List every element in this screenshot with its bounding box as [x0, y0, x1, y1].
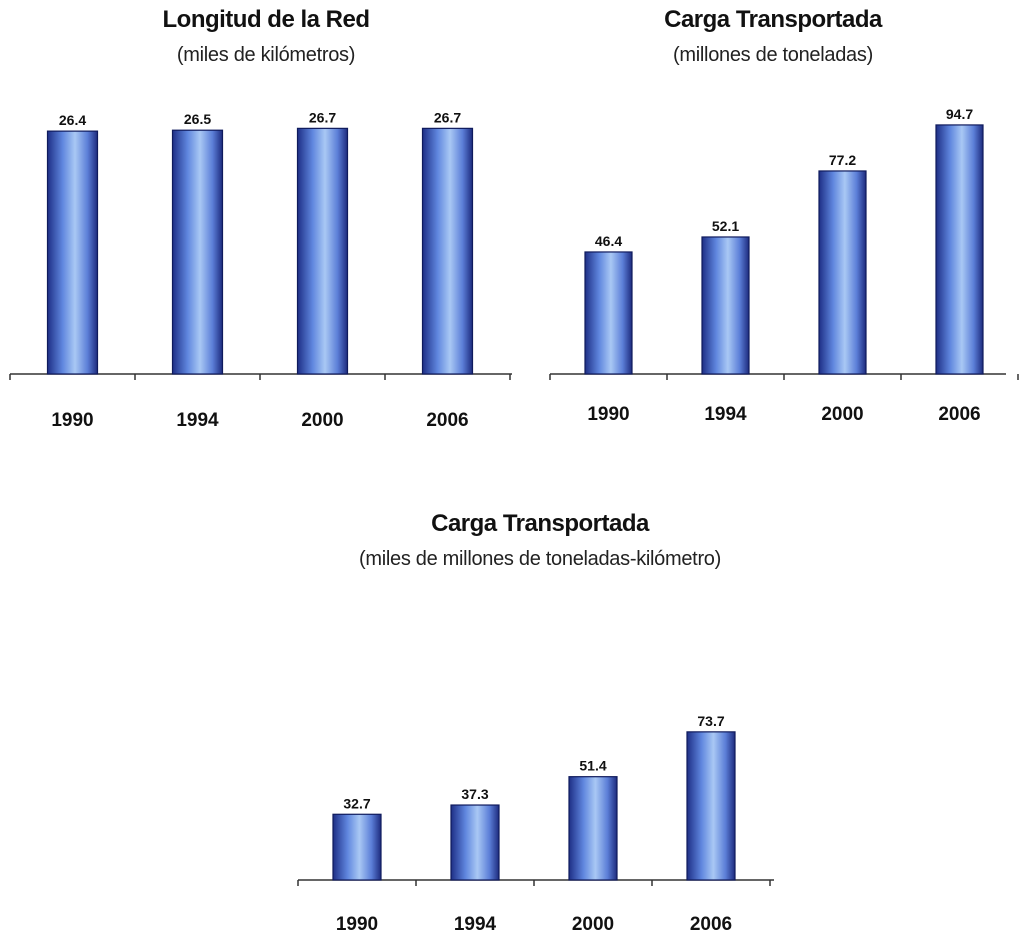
x-tick-label: 1990	[336, 914, 378, 935]
data-label: 73.7	[697, 713, 724, 729]
bar	[686, 731, 736, 881]
x-tick-label: 1994	[176, 410, 219, 431]
bar	[935, 124, 984, 375]
bar	[584, 251, 633, 375]
data-label: 46.4	[595, 233, 622, 249]
data-label: 52.1	[712, 218, 739, 234]
bar	[46, 130, 99, 375]
chart-plot-area: 46.4 1990 52.1 1994 77.2 2000 94.7 2006	[549, 106, 1019, 425]
data-label: 94.7	[946, 106, 973, 122]
data-label: 51.4	[579, 758, 606, 774]
x-tick-label: 2000	[821, 404, 863, 425]
x-tick-label: 1990	[51, 410, 93, 431]
bar	[171, 129, 224, 375]
x-tick-label: 1994	[704, 404, 747, 425]
data-label: 26.7	[309, 109, 336, 125]
data-label: 26.4	[59, 112, 86, 128]
chart-title: Carga Transportada	[664, 6, 882, 33]
chart-title: Longitud de la Red	[162, 6, 371, 33]
chart-carga-toneladas: Carga Transportada (millones de tonelada…	[520, 0, 1026, 460]
data-label: 77.2	[829, 152, 856, 168]
bar	[818, 170, 867, 375]
x-tick-label: 2006	[690, 914, 732, 935]
chart-carga-ton-km: Carga Transportada (miles de millones de…	[280, 500, 800, 936]
bar	[568, 776, 618, 881]
chart-plot-area: 32.7 1990 37.3 1994 51.4 2000 73.7 2006	[297, 713, 774, 935]
x-tick-label: 1990	[587, 404, 629, 425]
chart-subtitle: (miles de millones de toneladas-kilómetr…	[358, 548, 721, 570]
data-label: 26.5	[184, 111, 211, 127]
chart-title: Carga Transportada	[431, 510, 649, 537]
x-tick-label: 2006	[426, 410, 468, 431]
chart-subtitle: (millones de toneladas)	[673, 44, 873, 66]
x-tick-label: 2000	[301, 410, 343, 431]
chart-subtitle: (miles de kilómetros)	[176, 44, 356, 66]
chart-longitud-red: Longitud de la Red (miles de kilómetros)…	[0, 0, 520, 460]
data-label: 26.7	[434, 109, 461, 125]
data-label: 37.3	[461, 786, 488, 802]
bar	[450, 804, 500, 881]
x-tick-label: 1994	[454, 914, 497, 935]
bar	[332, 813, 382, 881]
x-tick-label: 2000	[572, 914, 614, 935]
chart-plot-area: 26.4 1990 26.5 1994 26.7 2000 26.7 2006	[9, 109, 512, 431]
x-tick-label: 2006	[938, 404, 980, 425]
data-label: 32.7	[343, 795, 370, 811]
bar	[421, 127, 474, 375]
bar	[296, 127, 349, 375]
bar	[701, 236, 750, 375]
